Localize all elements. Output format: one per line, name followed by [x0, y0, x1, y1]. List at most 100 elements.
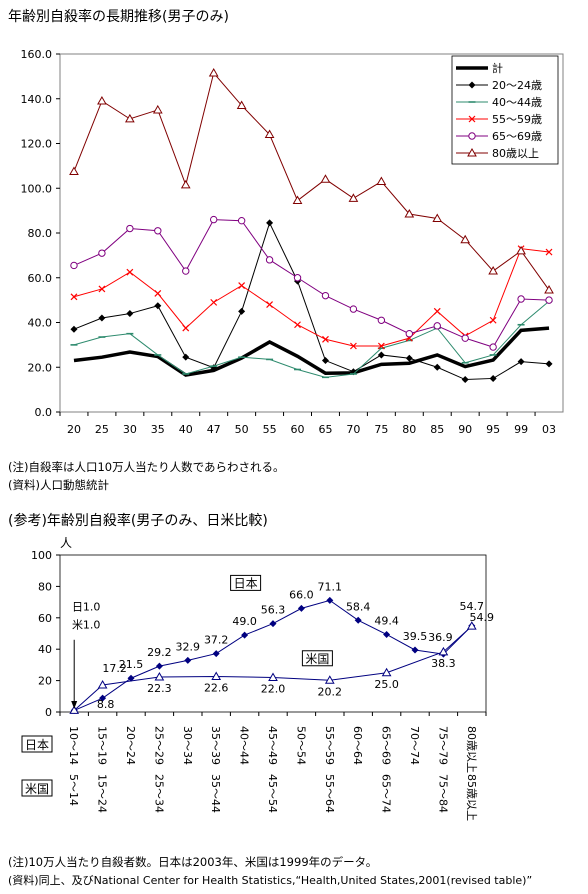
chart1-data-point: [98, 314, 106, 322]
chart1-data-point: [321, 291, 330, 300]
chart2-us-category-label: 35～44: [209, 774, 222, 813]
chart1-data-point: [238, 307, 246, 315]
chart2-note: (注)10万人当たり自殺者数。日本は2003年、米国は1999年のデータ。: [8, 855, 378, 869]
chart1-source: (資料)人口動態統計: [8, 478, 109, 492]
chart2-us-point: [268, 672, 278, 681]
chart1-data-point: [433, 322, 441, 330]
chart1-y-tick-label: 20.0: [28, 361, 53, 374]
chart1-x-tick-label: 30: [123, 423, 137, 436]
chart1-y-tick-label: 160.0: [21, 48, 53, 61]
chart1-data-point: [182, 267, 190, 275]
chart1-data-point: [236, 100, 247, 109]
chart2-japan-data-label: 56.3: [261, 604, 286, 617]
chart2-y-tick-label: 40: [38, 643, 52, 656]
chart2-japan-data-label: 49.4: [374, 614, 399, 627]
chart1-data-point: [294, 321, 301, 329]
chart2-japan-category-label: 75～79: [436, 726, 449, 765]
chart2-us-category-label: 85歳以上: [465, 774, 478, 821]
chart1-data-point: [69, 166, 79, 175]
chart2-us-data-label: 17.2: [102, 662, 127, 675]
chart1-legend-marker-stroke-b: [468, 115, 476, 123]
chart2-japan-category-label: 35～39: [209, 726, 222, 765]
chart1-x-tick-label: 85: [430, 423, 444, 436]
chart2-us-point: [97, 679, 108, 689]
chart2-japan-category-label: 20～24: [124, 726, 137, 765]
chart1-data-point: [349, 305, 358, 313]
chart2-japan-category-label: 25～29: [152, 726, 165, 765]
chart1-data-point-stroke-b: [182, 324, 190, 332]
chart1-legend-label: 65～69歳: [492, 130, 542, 143]
chart1-x-tick-label: 47: [207, 423, 221, 436]
chart1-data-point: [461, 376, 469, 384]
chart1-data-point-stroke-b: [210, 298, 218, 306]
chart1-data-point: [180, 179, 191, 189]
chart2-japan-category-label: 60～64: [351, 726, 364, 765]
chart1-legend-marker: [468, 115, 476, 123]
chart2-japan-name: 日本: [234, 576, 258, 590]
chart1-series-line: [73, 300, 550, 378]
chart2-japan-data-label: 日1.0: [72, 600, 101, 613]
chart1-data-point: [516, 245, 526, 255]
chart1-x-tick-label: 70: [346, 423, 360, 436]
chart2-us-row-box: [21, 779, 53, 797]
chart2-us-name: 米国: [305, 652, 329, 666]
chart2-japan-point: [184, 656, 192, 664]
chart2-japan-data-label: 71.1: [318, 580, 343, 593]
chart2-japan-data-label: 66.0: [289, 588, 314, 601]
chart1-data-point-stroke-b: [545, 248, 553, 256]
chart1-data-point: [433, 363, 441, 371]
chart2-japan-point: [326, 596, 334, 604]
chart1-y-tick-label: 0.0: [35, 406, 53, 419]
chart1-legend-label: 計: [492, 61, 503, 75]
chart2-japan-point: [354, 616, 362, 624]
chart2-japan-point: [155, 662, 163, 670]
chart2-japan-category-label: 80歳以上: [465, 726, 478, 773]
chart1-data-point: [377, 342, 385, 350]
chart1-data-point-stroke-b: [489, 316, 497, 324]
chart1-legend-marker: [468, 132, 476, 140]
chart2-japan-category-label: 50～54: [294, 726, 307, 765]
chart1-x-tick-label: 80: [402, 423, 416, 436]
chart1-data-point: [98, 249, 106, 257]
chart1-data-point-stroke-b: [377, 342, 385, 350]
chart2-us-data-label: 22.6: [204, 682, 229, 695]
chart2-us-data-label: 22.0: [261, 682, 286, 695]
chart1-data-point: [266, 219, 274, 227]
chart1-data-point: [544, 285, 554, 294]
chart1-data-point: [265, 256, 274, 264]
chart1-data-point: [405, 354, 413, 362]
chart1-y-tick-label: 120.0: [21, 138, 53, 151]
chart1-data-point: [433, 307, 441, 315]
chart1-data-point-stroke-b: [294, 321, 301, 329]
chart1-data-point-stroke-b: [154, 289, 162, 297]
chart1-x-tick-label: 75: [374, 423, 388, 436]
chart1-series-line: [73, 326, 550, 377]
chart1-data-point: [126, 268, 134, 276]
chart1-data-point: [126, 310, 134, 318]
chart1-data-point: [545, 296, 553, 304]
chart2-japan-row-box: [21, 735, 53, 753]
chart2-us-point: [438, 646, 449, 656]
chart2-series-us: 米1.0 17.2 22.3 22.6 22.0 20.2 25.0 38.3 54.7: [69, 600, 484, 714]
chart1-data-point-stroke-b: [126, 268, 134, 276]
chart1-data-point: [377, 351, 385, 359]
chart1-data-point: [321, 357, 329, 365]
chart2-y-tick-label: 80: [38, 580, 52, 593]
chart2-japan-category-label: 30～34: [181, 726, 194, 765]
chart1-data-point: [489, 374, 497, 382]
chart2-us-data-label: 22.3: [147, 682, 172, 695]
chart2-us-row-label: 米国: [25, 782, 49, 796]
chart2-japan-data-label: 36.9: [428, 631, 453, 644]
chart2-us-point: [211, 671, 222, 681]
chart1-data-point-stroke-b: [322, 335, 329, 343]
chart1-data-point: [154, 302, 162, 310]
chart1-legend-label: 55～59歳: [492, 113, 542, 126]
chart1-data-point: [517, 358, 525, 366]
chart1-data-point: [320, 174, 331, 183]
chart1-data-point: [489, 316, 497, 324]
chart2-us-category-label: 55～64: [323, 774, 336, 813]
chart1-data-point: [264, 129, 275, 139]
chart2-japan-category-label: 45～49: [266, 726, 279, 765]
chart1-data-point: [545, 360, 553, 368]
